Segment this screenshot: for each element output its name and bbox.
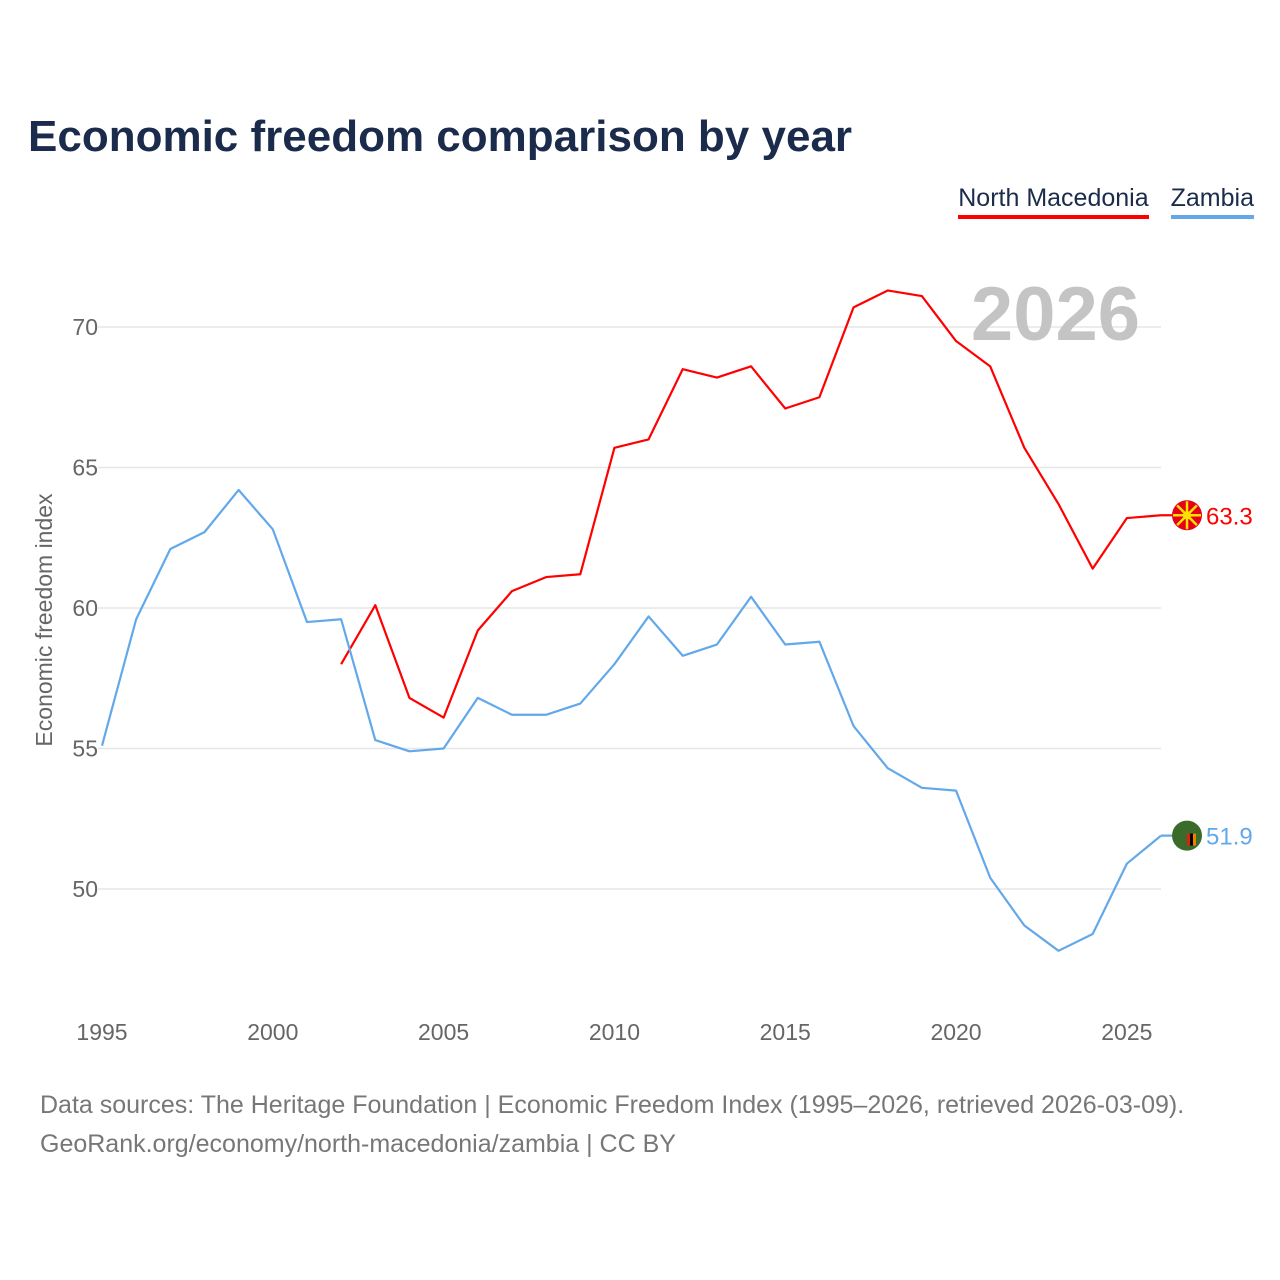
y-tick-label: 70 xyxy=(72,314,98,340)
y-tick-label: 60 xyxy=(72,595,98,621)
year-watermark: 2026 xyxy=(971,272,1140,357)
footer: Data sources: The Heritage Foundation | … xyxy=(40,1086,1184,1164)
legend: North Macedonia Zambia xyxy=(958,184,1254,219)
y-tick-label: 55 xyxy=(72,736,98,762)
flag-stripe xyxy=(1190,833,1193,846)
x-tick-label: 2015 xyxy=(760,1019,811,1045)
flag-sun xyxy=(1183,511,1191,520)
series-line-zambia xyxy=(100,488,1162,952)
chart-title: Economic freedom comparison by year xyxy=(28,112,853,161)
x-tick-label: 2005 xyxy=(418,1019,469,1045)
x-tick-label: 2020 xyxy=(930,1019,981,1045)
flag-stripe xyxy=(1193,833,1196,846)
end-value-label: 63.3 xyxy=(1206,503,1253,530)
y-tick-label: 50 xyxy=(72,876,98,902)
legend-item-north-macedonia[interactable]: North Macedonia xyxy=(958,184,1149,219)
x-tick-label: 2000 xyxy=(247,1019,298,1045)
y-axis-label: Economic freedom index xyxy=(31,493,57,747)
x-tick-label: 2025 xyxy=(1101,1019,1152,1045)
x-tick-label: 1995 xyxy=(76,1019,127,1045)
y-tick-label: 65 xyxy=(72,455,98,481)
flag-stripe xyxy=(1187,833,1190,846)
data-source-text: Data sources: The Heritage Foundation | … xyxy=(40,1091,1185,1119)
attribution-text: GeoRank.org/economy/north-macedonia/zamb… xyxy=(40,1130,676,1158)
legend-item-zambia[interactable]: Zambia xyxy=(1170,184,1254,219)
x-tick-label: 2010 xyxy=(589,1019,640,1045)
series-line-north-macedonia xyxy=(340,289,1162,719)
end-value-label: 51.9 xyxy=(1206,824,1253,851)
